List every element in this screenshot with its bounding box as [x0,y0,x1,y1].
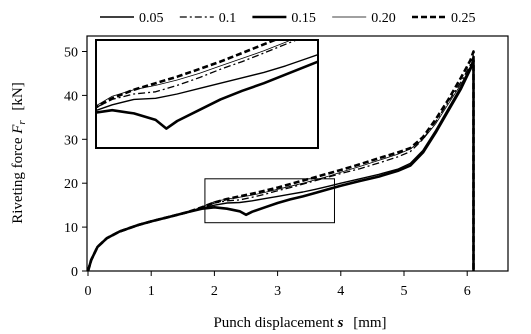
legend-label-0.20: 0.20 [371,11,396,26]
x-tick-label: 4 [337,284,344,299]
y-tick-label: 0 [71,265,78,280]
legend-label-0.15: 0.15 [291,11,316,26]
inset-series-line-0.15 [96,60,318,130]
x-tick-label: 6 [464,284,471,299]
legend-label-0.25: 0.25 [451,11,476,26]
x-tick-label: 3 [274,284,281,299]
y-tick-label: 40 [64,89,78,104]
plot-lines [86,50,475,272]
inset-zoom-region [204,178,335,224]
inset-series-line-0.25 [96,40,279,109]
y-tick-label: 10 [64,221,78,236]
axes: 0 1 2 3 4 5 6 0 10 20 30 40 50 [64,46,471,300]
y-tick-label: 20 [64,177,78,192]
legend-label-0.1: 0.1 [219,11,237,26]
x-axis-label: Punch displacement s [mm] [213,315,386,331]
inset-series-line-0.20 [96,40,293,107]
legend: 0.05 0.1 0.15 0.20 0.25 [100,11,476,26]
inset-magnified-view [95,39,319,149]
y-axis-label: Riveting force Fr [kN] [10,82,29,224]
y-tick-label: 30 [64,133,78,148]
series-line-0.25 [86,50,475,272]
x-tick-label: 0 [85,284,92,299]
x-tick-label: 1 [148,284,155,299]
y-tick-label: 50 [64,46,78,61]
plot-area-frame [86,35,509,272]
x-tick-label: 2 [211,284,218,299]
x-tick-label: 5 [401,284,408,299]
inset-series-line-0.05 [96,53,318,112]
inset-frame [95,39,319,149]
legend-label-0.05: 0.05 [139,11,164,26]
